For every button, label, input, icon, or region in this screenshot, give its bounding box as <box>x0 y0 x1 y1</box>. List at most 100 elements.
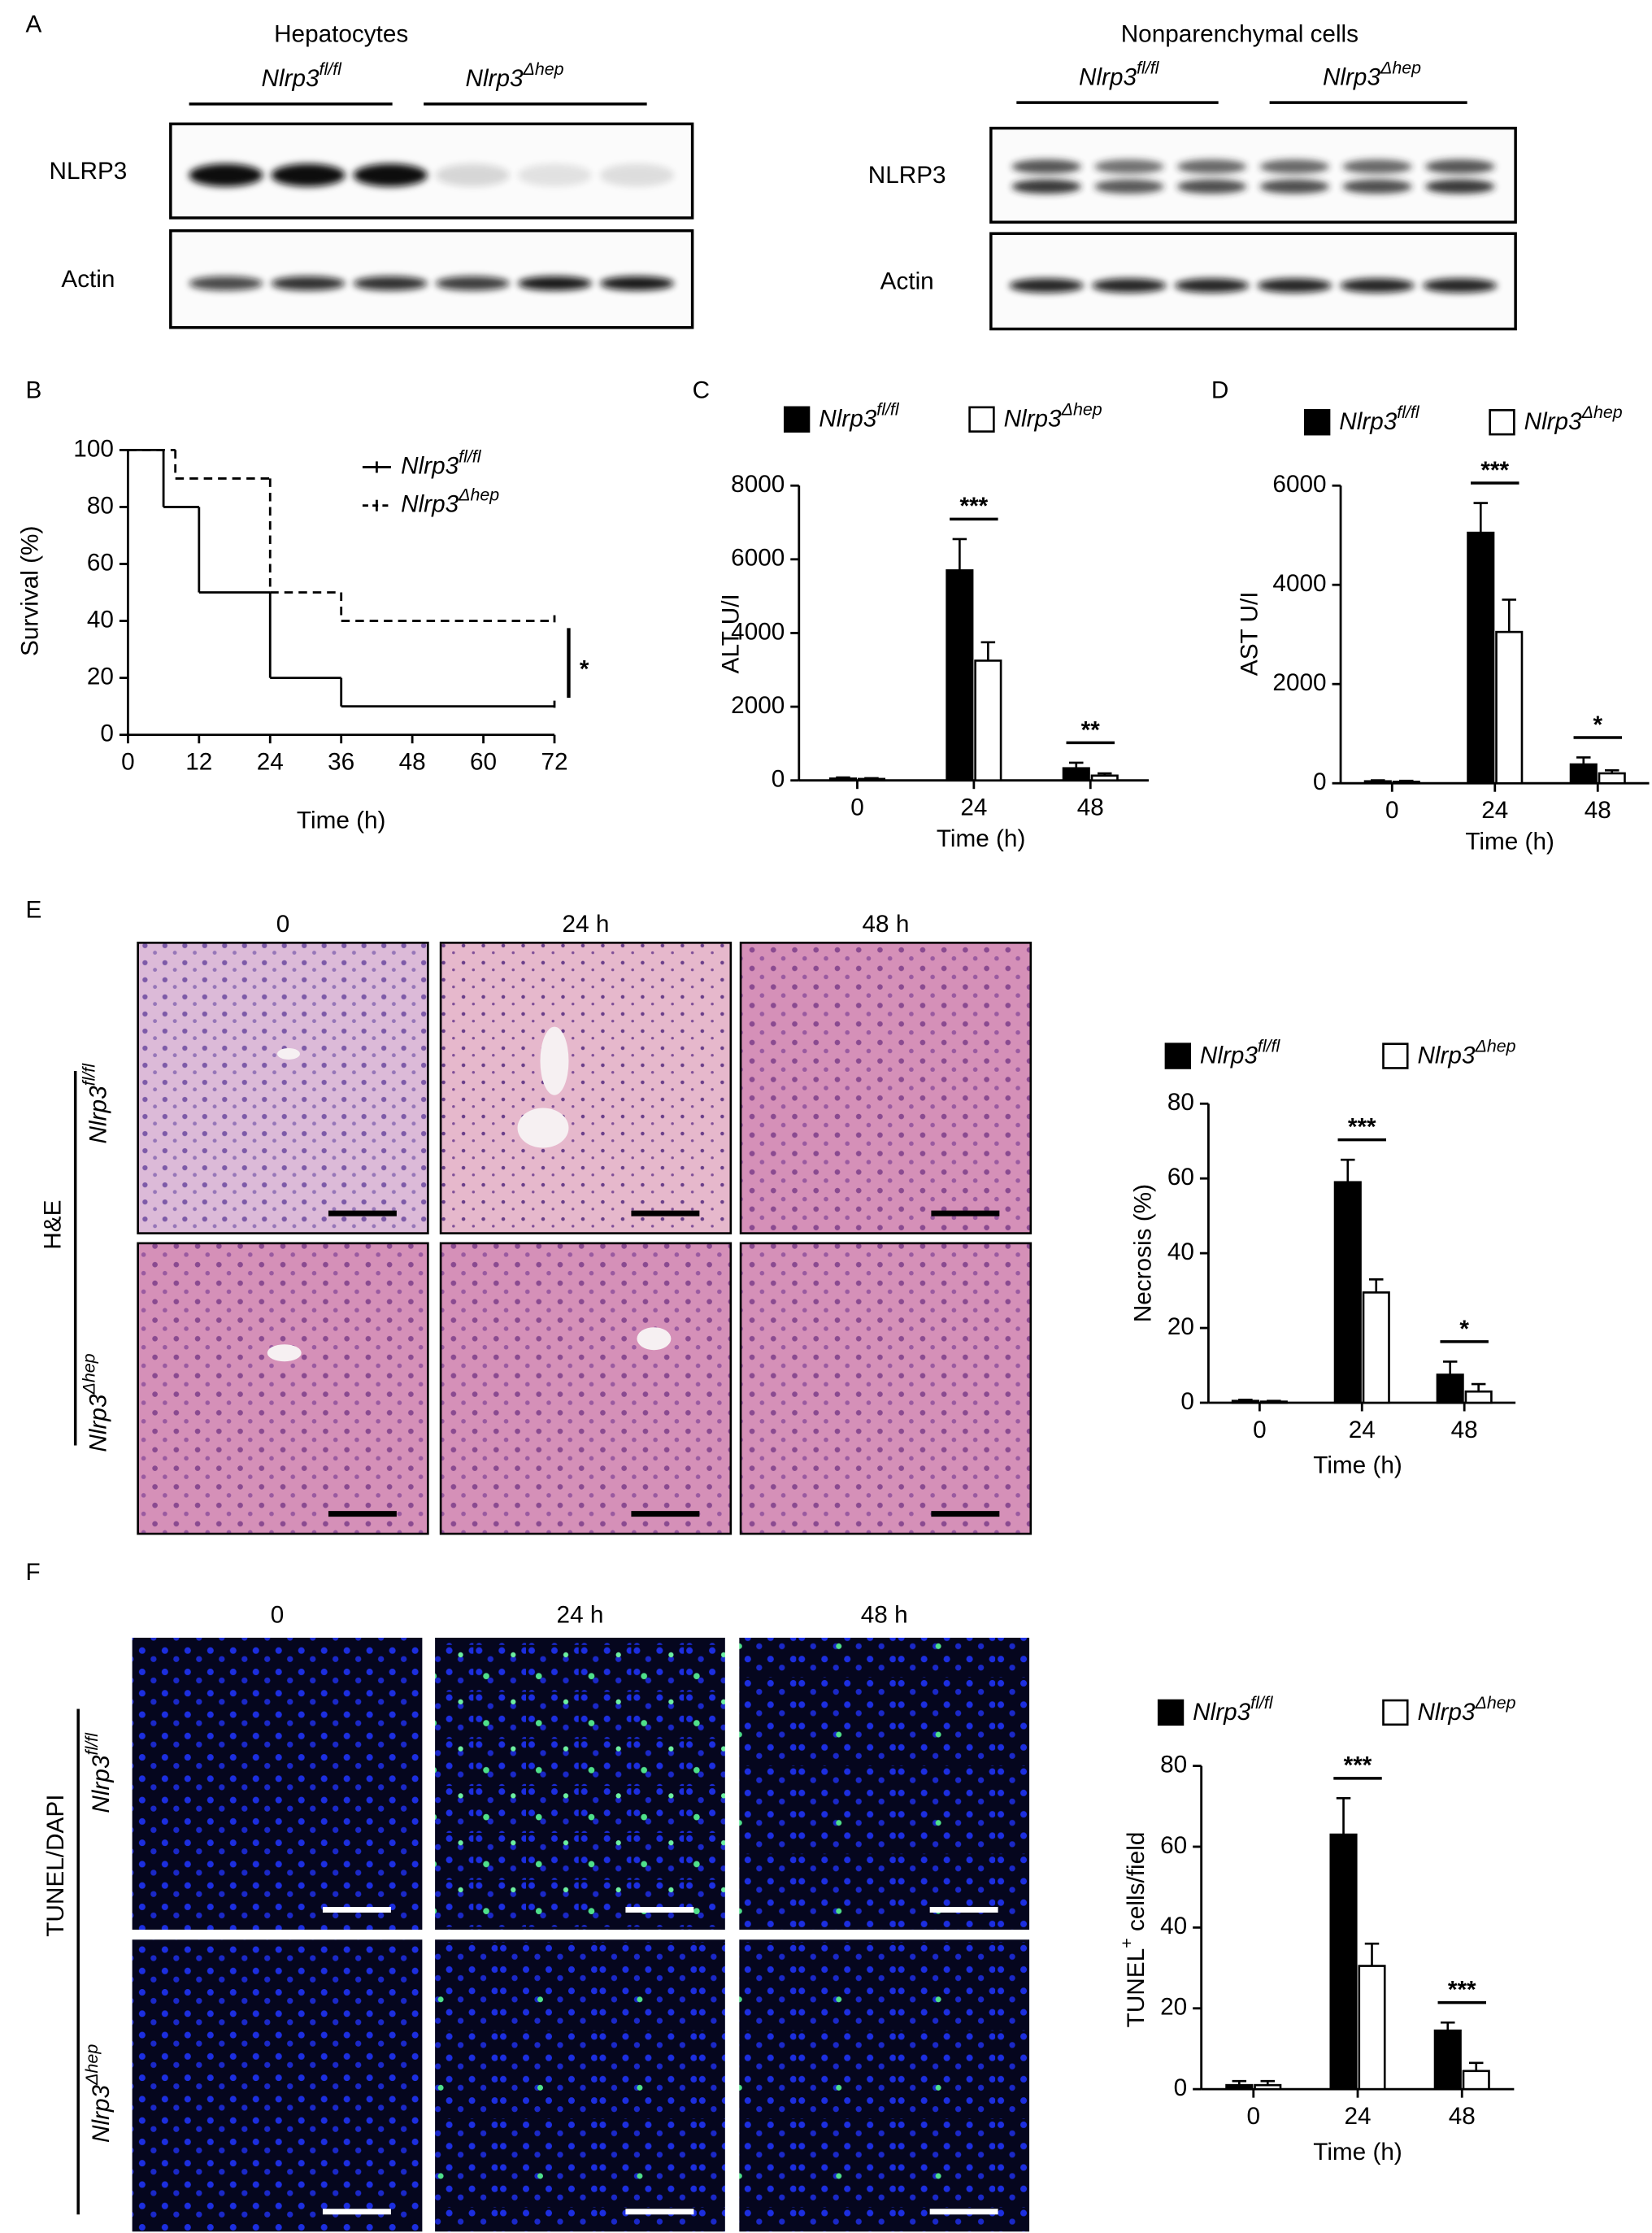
blot-box <box>989 232 1517 331</box>
y-tick-label: 60 <box>1167 1164 1194 1190</box>
legend-swatch <box>1164 1043 1191 1069</box>
text-part: Nlrp3 <box>88 2084 115 2143</box>
panel-label: E <box>25 897 41 924</box>
blot-row-label: Actin <box>61 266 115 293</box>
legend-swatch <box>783 406 811 433</box>
error-bar <box>1260 2079 1276 2086</box>
significance: ** <box>1081 716 1101 743</box>
bar <box>974 659 1002 782</box>
error-bar <box>1341 1158 1355 1182</box>
superscript: Δhep <box>82 2044 102 2086</box>
legend-swatch <box>1304 409 1331 436</box>
blot-band <box>435 163 510 187</box>
text-part: Nlrp3 <box>1339 408 1397 435</box>
group-label: Nlrp3Δhep <box>466 59 564 92</box>
significance: *** <box>960 493 989 520</box>
superscript: fl/fl <box>459 446 482 466</box>
superscript: fl/fl <box>1137 58 1160 77</box>
blot-band <box>271 163 346 187</box>
bar <box>1358 1965 1386 2091</box>
micrograph <box>739 942 1032 1234</box>
vessel <box>517 1108 569 1148</box>
row-label: Nlrp3Δhep <box>82 2044 115 2143</box>
blot-band <box>1259 179 1330 194</box>
panel-label: C <box>693 377 710 403</box>
legend-label: Nlrp3Δhep <box>1417 1036 1515 1069</box>
blot-band <box>1342 159 1412 174</box>
error-bar <box>1471 1382 1486 1392</box>
y-tick-label: 6000 <box>731 545 785 572</box>
x-tick-label: 48 <box>399 749 426 776</box>
blot-row-label: Actin <box>880 268 934 294</box>
legend-label: Nlrp3Δhep <box>1524 403 1623 435</box>
row-label: Nlrp3fl/fl <box>82 1732 115 1813</box>
bar <box>1254 2083 1282 2091</box>
micrograph <box>739 1637 1030 1930</box>
row-label: Nlrp3Δhep <box>79 1353 111 1452</box>
legend-label: Nlrp3fl/fl <box>401 446 482 479</box>
bar <box>1090 774 1119 782</box>
superscript: fl/fl <box>1250 1692 1274 1712</box>
x-tick-label: 24 <box>1349 1417 1376 1443</box>
bar <box>1467 531 1495 785</box>
y-tick-label: 6000 <box>1272 471 1326 498</box>
blot-band <box>1174 278 1250 293</box>
legend-swatch <box>1489 409 1515 436</box>
bar <box>946 569 974 782</box>
blot-band <box>517 276 592 291</box>
group-label: Nlrp3Δhep <box>1323 58 1421 90</box>
superscript: Δhep <box>1380 58 1421 77</box>
blot-band <box>1425 159 1495 174</box>
blot-box <box>169 229 694 329</box>
y-tick-label: 0 <box>1174 2074 1188 2101</box>
group-label: Nlrp3fl/fl <box>262 59 343 92</box>
blot-band <box>1176 179 1247 194</box>
x-tick-label: 0 <box>1385 797 1399 824</box>
y-tick-label: 40 <box>1167 1238 1194 1265</box>
blot-row-label: NLRP3 <box>868 162 946 189</box>
bar <box>1329 1833 1358 2091</box>
x-tick-label: 48 <box>1449 2103 1476 2130</box>
y-tick-label: 2000 <box>1272 669 1326 696</box>
legend-label: Nlrp3Δhep <box>1004 399 1102 432</box>
x-tick-label: 12 <box>185 749 212 776</box>
column-label: 48 h <box>863 911 910 938</box>
significance: *** <box>1348 1114 1376 1141</box>
panel-label: B <box>25 377 41 403</box>
error-bar <box>864 777 879 780</box>
legend-label: Nlrp3fl/fl <box>819 399 900 432</box>
text-part: Nlrp3 <box>1417 1042 1475 1069</box>
x-axis-label: Time (h) <box>1465 829 1554 855</box>
bar <box>1569 763 1598 785</box>
legend-label: Nlrp3fl/fl <box>1339 403 1420 435</box>
blot-band <box>1094 179 1164 194</box>
y-tick-label: 60 <box>1160 1832 1187 1859</box>
micrograph <box>435 1637 725 1930</box>
text-part: Nlrp3 <box>1004 405 1062 432</box>
significance: * <box>580 656 589 683</box>
significance: * <box>1593 712 1602 738</box>
y-axis-label: Survival (%) <box>16 526 43 656</box>
superscript: Δhep <box>458 485 499 504</box>
stain-label: TUNEL/DAPI <box>42 1795 69 1937</box>
bar <box>1436 1373 1464 1404</box>
column-label: 0 <box>276 911 290 938</box>
superscript: Δhep <box>523 59 564 79</box>
text-part: Nlrp3 <box>1524 408 1582 435</box>
micrograph <box>132 1637 423 1930</box>
text-part: Nlrp3 <box>1323 63 1380 90</box>
blot-band <box>271 276 346 291</box>
error-bar <box>1336 1797 1351 1835</box>
micrograph <box>132 1939 423 2232</box>
error-bar <box>1069 761 1084 768</box>
superscript: Δhep <box>79 1353 98 1395</box>
column-label: 24 h <box>563 911 610 938</box>
legend-swatch <box>1382 1043 1409 1069</box>
y-tick-label: 80 <box>1160 1751 1187 1778</box>
x-tick-label: 48 <box>1451 1417 1478 1443</box>
superscript: fl/fl <box>320 59 343 79</box>
column-label: 48 h <box>861 1602 908 1629</box>
blot-band <box>1176 159 1247 174</box>
micrograph <box>137 1242 429 1535</box>
blot-band <box>353 163 428 187</box>
